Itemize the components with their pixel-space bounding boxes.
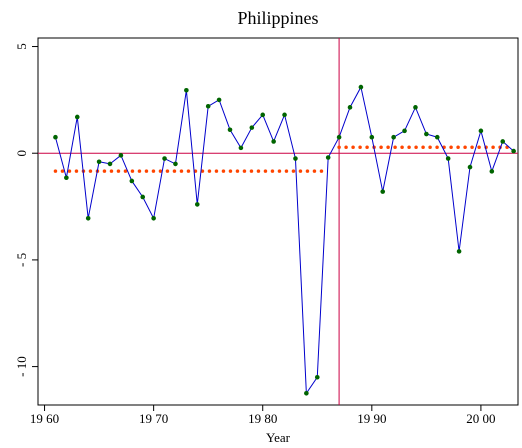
data-line	[54, 85, 514, 395]
data-point	[336, 134, 342, 140]
x-tick-label: 19 80	[248, 411, 277, 426]
x-tick-label: 19 90	[357, 411, 386, 426]
data-point	[184, 87, 189, 93]
data-point	[64, 175, 69, 181]
data-point	[424, 131, 429, 137]
data-point	[511, 148, 516, 154]
data-point	[249, 125, 255, 130]
data-point	[380, 189, 386, 194]
data-point	[238, 145, 244, 151]
data-point	[216, 97, 222, 103]
y-tick-label: - 10	[14, 356, 29, 377]
data-point	[293, 156, 298, 161]
data-point	[260, 112, 266, 118]
y-tick-label: 0	[14, 150, 29, 157]
data-point	[314, 374, 320, 380]
plot-frame	[37, 37, 519, 406]
data-point	[391, 134, 396, 140]
data-point	[413, 105, 418, 110]
data-point	[358, 84, 364, 90]
data-point	[402, 128, 407, 134]
data-point	[118, 153, 124, 158]
data-point	[129, 178, 135, 184]
data-point	[282, 112, 287, 118]
y-tick-label: - 5	[14, 253, 29, 267]
chart-title: Philippines	[237, 8, 318, 28]
data-point	[205, 103, 211, 109]
data-point	[271, 139, 276, 144]
data-point	[478, 128, 484, 134]
x-tick-label: 19 70	[139, 411, 168, 426]
data-point	[467, 164, 473, 170]
data-point	[85, 215, 91, 221]
data-point	[74, 114, 80, 120]
data-point	[53, 134, 58, 140]
y-tick-label: 5	[14, 43, 29, 50]
x-axis-label: Year	[266, 430, 291, 445]
data-point	[227, 127, 233, 133]
data-point	[194, 202, 200, 207]
data-point	[434, 134, 440, 140]
data-point	[162, 156, 167, 161]
data-point	[456, 249, 462, 254]
data-point	[107, 161, 113, 167]
data-point	[325, 155, 331, 160]
data-point	[96, 159, 102, 165]
data-point	[347, 105, 353, 110]
data-point	[369, 134, 375, 140]
data-point	[445, 156, 451, 161]
data-point	[304, 390, 309, 396]
x-tick-label: 20 00	[466, 411, 495, 426]
x-tick-label: 19 60	[30, 411, 59, 426]
data-point	[173, 161, 178, 167]
data-point	[140, 194, 146, 200]
data-point	[500, 139, 506, 144]
data-point	[489, 169, 495, 174]
data-point	[151, 215, 156, 221]
